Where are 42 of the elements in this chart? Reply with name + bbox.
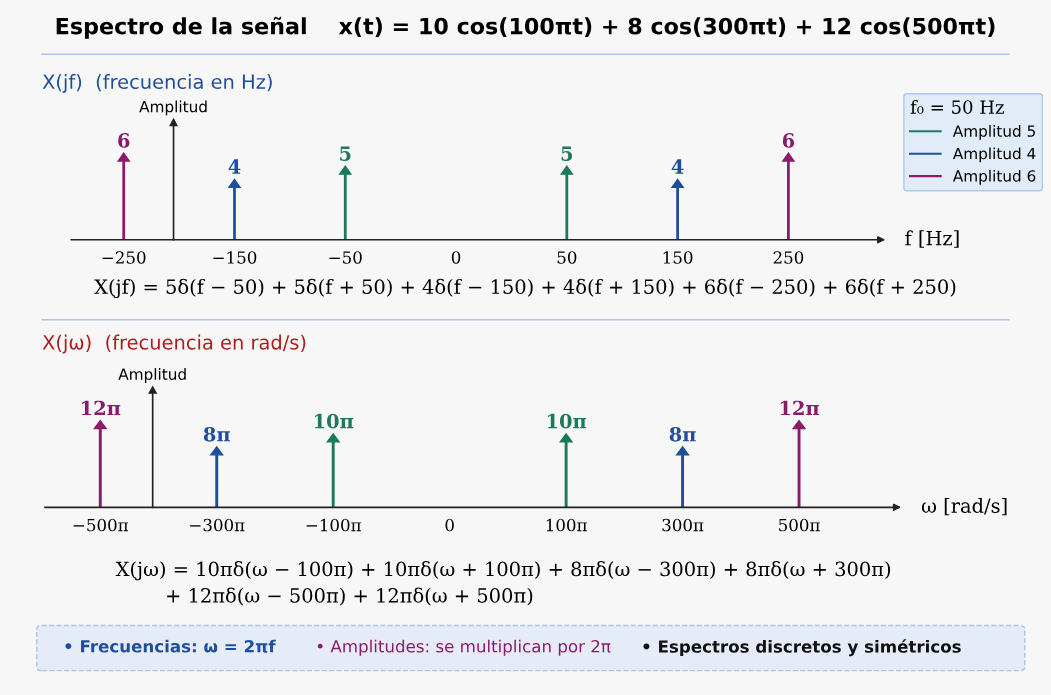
x-tick-label: −100π <box>306 518 361 532</box>
legend-title: f₀ = 50 Hz <box>910 99 1004 114</box>
data-label: 5 <box>561 146 573 161</box>
data-label: 8π <box>203 426 230 442</box>
x-tick-label: 300π <box>662 518 704 532</box>
x-tick-label: 0 <box>451 251 461 264</box>
x-tick-label: 0 <box>445 518 454 532</box>
legend-label: Amplitud 6 <box>952 169 1036 185</box>
x-axis-title: f [Hz] <box>905 230 959 248</box>
data-label: 10π <box>314 413 354 429</box>
x-tick-label: −500π <box>73 518 129 532</box>
text: • Frecuencias: ω = 2πf <box>65 639 276 653</box>
data-label: 6 <box>118 133 130 148</box>
x-axis-title: ω [rad/s] <box>921 497 1007 516</box>
x-tick-label: 250 <box>773 251 804 264</box>
text: X(jω) = 10πδ(ω − 100π) + 10πδ(ω + 100π) + 8πδ(ω − 300π) + 8πδ(ω + 300π) + 12πδ(ω − 500π) + 12πδ(ω + 500π) <box>115 561 891 606</box>
data-label: 12π <box>780 400 820 416</box>
x-tick-label: −50 <box>329 251 362 264</box>
text: • Amplitudes: se multiplican por 2π <box>317 639 611 656</box>
x-tick-label: 50 <box>557 251 577 264</box>
x-tick-label: −300π <box>190 518 245 532</box>
data-label: 10π <box>547 413 587 429</box>
chart-title: Espectro de la señal x(t) = 10 cos(100πt) + 8 cos(300πt) + 12 cos(500πt) <box>56 16 995 39</box>
data-label: 4 <box>671 159 684 174</box>
legend-label: Amplitud 5 <box>952 125 1035 140</box>
x-tick-label: −250 <box>102 251 146 264</box>
x-tick-label: −150 <box>213 251 257 264</box>
x-tick-label: 100π <box>546 518 587 532</box>
data-label: 5 <box>340 146 351 161</box>
chart-subtitle: X(jf) (frecuencia en Hz) <box>42 73 272 93</box>
data-label: 8π <box>669 426 696 442</box>
y-axis-title: Amplitud <box>139 100 207 116</box>
text: • Espectros discretos y simétricos <box>643 639 961 657</box>
x-tick-label: 500π <box>779 518 820 532</box>
text: X(jf) = 5δ(f − 50) + 5δ(f + 50) + 4δ(f − 150) + 4δ(f + 150) + 6δ(f − 250) + 6δ(f + 250) <box>94 278 956 299</box>
data-label: 6 <box>782 133 795 148</box>
data-label: 12π <box>82 400 121 416</box>
data-label: 4 <box>228 159 241 174</box>
y-axis-title: Amplitud <box>118 368 186 383</box>
legend-label: Amplitud 4 <box>952 147 1036 163</box>
x-tick-label: 150 <box>663 251 693 264</box>
chart-title: X(jω) (frecuencia en rad/s) <box>42 334 306 354</box>
